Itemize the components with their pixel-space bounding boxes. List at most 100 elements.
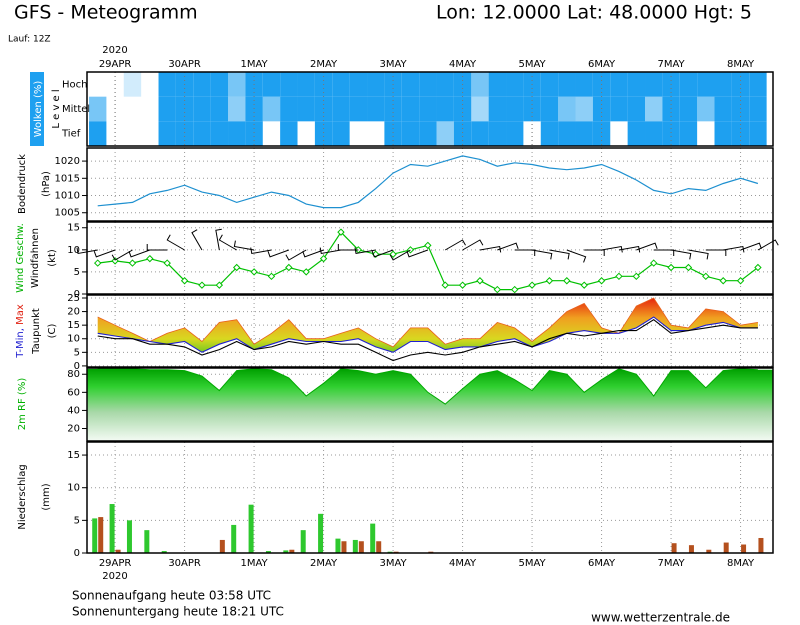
wind-barb xyxy=(285,249,307,261)
y-tick-label: 80 xyxy=(67,369,80,380)
rh-area xyxy=(87,368,773,441)
wind-marker xyxy=(476,277,484,285)
y-tick-label: 15 xyxy=(67,450,80,461)
wind-marker xyxy=(180,277,189,285)
pressure-label: Bodendruck xyxy=(17,154,28,214)
pressure-line xyxy=(97,155,759,209)
precip-bar xyxy=(335,538,341,553)
year-top: 2020 xyxy=(102,45,127,56)
cloud-cell xyxy=(175,121,194,146)
wind-marker xyxy=(424,241,432,250)
cloud-cell xyxy=(645,96,663,122)
y-tick-label: 5 xyxy=(74,515,80,526)
cloud-cell xyxy=(210,96,229,122)
temp-unit: (C) xyxy=(47,324,58,339)
wind-barb xyxy=(462,239,484,251)
date-label-bottom: 29APR xyxy=(99,558,132,569)
cloud-label-bg xyxy=(30,72,44,146)
cloud-cell xyxy=(367,72,385,97)
wind-marker xyxy=(545,277,554,285)
cloud-cell xyxy=(401,96,420,122)
wind-marker xyxy=(198,281,206,289)
precip-bar xyxy=(231,524,237,553)
cloud-cell xyxy=(297,96,315,122)
wind-marker xyxy=(754,263,762,272)
cloud-cell xyxy=(453,121,472,146)
wind-marker xyxy=(285,263,293,272)
wind-barb xyxy=(566,249,587,263)
wind-barb xyxy=(636,242,658,251)
wind-marker xyxy=(94,259,102,267)
cloud-cell xyxy=(367,121,384,146)
wind-barb xyxy=(337,244,359,251)
y-tick-label: 15 xyxy=(67,223,80,234)
cloud-cell xyxy=(210,121,229,146)
precip-bar xyxy=(115,549,121,553)
date-label-top: 2MAY xyxy=(310,59,338,70)
cloud-cell xyxy=(262,96,281,122)
y-tick-label: 1005 xyxy=(55,208,80,219)
precip-bar xyxy=(126,520,132,553)
date-label-top: 3MAY xyxy=(379,59,407,70)
precip-bar xyxy=(283,550,289,553)
cloud-cell xyxy=(124,121,141,146)
cloud-cell xyxy=(436,96,454,122)
cloud-cell xyxy=(471,72,489,97)
wind-marker xyxy=(510,285,519,294)
wind-barb xyxy=(618,245,641,253)
y-tick-label: 15 xyxy=(67,320,80,331)
date-label-top: 4MAY xyxy=(449,59,477,70)
wind-barb xyxy=(76,247,98,255)
cloud-cell xyxy=(297,72,315,97)
wind-barb xyxy=(146,244,168,251)
wind-barb xyxy=(740,242,762,251)
precip-bar xyxy=(289,549,295,553)
precip-label: Niederschlag xyxy=(17,464,28,529)
y-tick-label: 5 xyxy=(74,347,80,358)
cloud-cell xyxy=(749,96,767,122)
cloud-cell xyxy=(350,121,367,146)
temp-line xyxy=(97,316,758,353)
wind-marker xyxy=(528,281,536,289)
cloud-cell xyxy=(367,96,385,122)
panel-frame xyxy=(86,441,774,554)
cloud-cell xyxy=(419,72,437,97)
cloud-cell xyxy=(679,72,698,97)
panel-frame xyxy=(86,71,774,147)
date-label-top: 5MAY xyxy=(518,59,546,70)
cloud-cell xyxy=(506,72,524,97)
cloud-cell xyxy=(506,121,524,146)
cloud-cell xyxy=(262,72,281,97)
wind-marker xyxy=(649,259,658,267)
wind-marker xyxy=(597,277,606,285)
level-name: Tief xyxy=(61,129,81,140)
cloud-cell xyxy=(314,121,333,146)
pressure-unit: (hPa) xyxy=(41,171,52,197)
level-label: L e v e l xyxy=(51,89,62,128)
wind-marker xyxy=(441,281,449,289)
cloud-cell xyxy=(714,96,732,122)
cloud-cell xyxy=(124,97,141,122)
cloud-label: Wolken (%) xyxy=(33,81,44,138)
cloud-cell xyxy=(540,96,559,122)
y-tick-label: 0 xyxy=(74,548,80,559)
cloud-cell xyxy=(193,121,211,146)
wind-barb xyxy=(549,249,570,260)
cloud-cell xyxy=(592,121,611,146)
y-tick-label: 20 xyxy=(67,424,80,435)
cloud-cell xyxy=(332,96,350,122)
cloud-cell xyxy=(141,97,158,122)
cloud-cell xyxy=(610,72,628,97)
y-tick-label: 10 xyxy=(67,334,80,345)
precip-bar xyxy=(98,517,104,553)
cloud-cell xyxy=(89,96,107,122)
wind-barb xyxy=(531,249,553,260)
wind-barb xyxy=(371,249,394,258)
wind-marker xyxy=(667,263,675,272)
temp-line xyxy=(97,297,758,348)
wind-barb xyxy=(93,249,116,258)
cloud-cell xyxy=(436,72,454,97)
cloud-cell xyxy=(575,72,593,97)
wind-barb xyxy=(191,229,203,251)
